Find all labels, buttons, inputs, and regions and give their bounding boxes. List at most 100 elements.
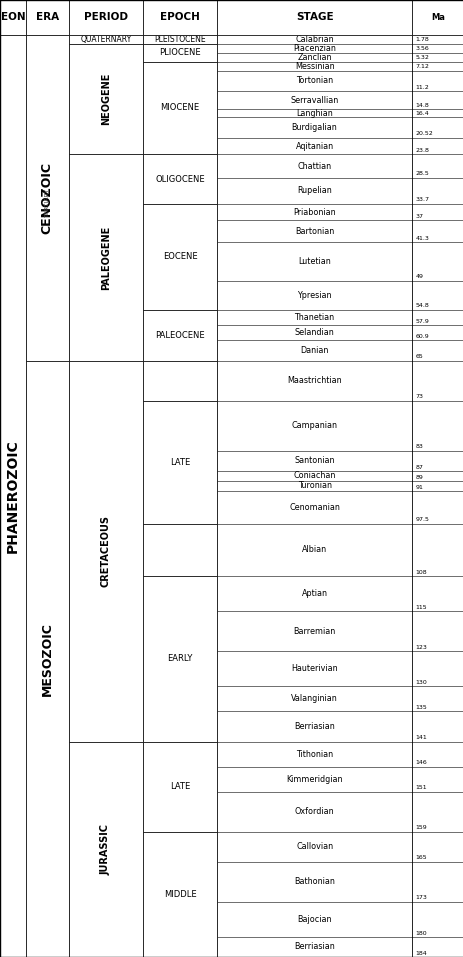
Bar (143, 0, 217, 35)
Text: Lutetian: Lutetian (298, 256, 330, 266)
Text: 73: 73 (415, 394, 423, 399)
Text: EARLY: EARLY (167, 655, 192, 663)
Text: TERTIARY: TERTIARY (45, 188, 50, 217)
Text: QUATERNARY: QUATERNARY (80, 35, 131, 44)
Text: MIOCENE: MIOCENE (160, 103, 199, 113)
Bar (143, 742, 217, 832)
Text: Callovian: Callovian (295, 842, 332, 852)
Text: Valanginian: Valanginian (291, 695, 337, 703)
Text: Ypresian: Ypresian (297, 291, 331, 300)
Text: Maastrichtian: Maastrichtian (287, 376, 341, 386)
Text: 184: 184 (415, 950, 426, 955)
Text: 165: 165 (415, 856, 426, 860)
Text: 91: 91 (415, 484, 423, 490)
Text: 141: 141 (415, 735, 426, 740)
Text: Turonian: Turonian (297, 481, 331, 491)
Bar (69, 0, 143, 35)
Text: 1.78: 1.78 (415, 37, 429, 42)
Text: Hauterivian: Hauterivian (291, 664, 337, 674)
Text: PALEOCENE: PALEOCENE (155, 331, 204, 340)
Text: LATE: LATE (169, 782, 190, 791)
Text: Berriasian: Berriasian (294, 722, 334, 731)
Text: 97.5: 97.5 (415, 517, 429, 523)
Text: 33.7: 33.7 (415, 197, 429, 203)
Text: 3.56: 3.56 (415, 46, 429, 52)
Bar (143, 401, 217, 523)
Text: JURASSIC: JURASSIC (100, 824, 111, 875)
Text: 87: 87 (415, 464, 423, 470)
Bar (143, 44, 217, 61)
Text: 146: 146 (415, 760, 426, 766)
Text: 60.9: 60.9 (415, 334, 429, 339)
Bar (69, 44, 143, 154)
Text: 14.8: 14.8 (415, 102, 429, 108)
Text: Rupelian: Rupelian (297, 187, 331, 195)
Bar (69, 742, 143, 957)
Text: 151: 151 (415, 785, 426, 790)
Text: 57.9: 57.9 (415, 319, 429, 323)
Text: 115: 115 (415, 605, 426, 610)
Text: Chattian: Chattian (297, 162, 331, 170)
Text: 65: 65 (415, 354, 423, 359)
Bar (143, 832, 217, 957)
Text: Danian: Danian (300, 345, 328, 355)
Text: 11.2: 11.2 (415, 84, 429, 90)
Text: Bathonian: Bathonian (294, 878, 334, 886)
Text: Burdigalian: Burdigalian (291, 123, 337, 132)
Text: Aptian: Aptian (301, 590, 327, 598)
Bar (26, 35, 69, 361)
Bar (143, 204, 217, 310)
Text: LATE: LATE (169, 457, 190, 467)
Text: CENOZOIC: CENOZOIC (41, 162, 54, 234)
Text: Piacenzian: Piacenzian (293, 44, 335, 53)
Text: 41.3: 41.3 (415, 235, 429, 240)
Bar (411, 0, 463, 35)
Text: Berriasian: Berriasian (294, 943, 334, 951)
Bar (143, 310, 217, 361)
Text: NEOGENE: NEOGENE (100, 73, 111, 125)
Text: Cenomanian: Cenomanian (288, 502, 339, 512)
Text: OLIGOCENE: OLIGOCENE (155, 174, 204, 184)
Text: 173: 173 (415, 896, 427, 901)
Text: Selandian: Selandian (294, 328, 334, 337)
Bar (143, 154, 217, 204)
Text: 108: 108 (415, 569, 426, 575)
Text: 54.8: 54.8 (415, 303, 429, 308)
Text: EPOCH: EPOCH (160, 12, 200, 23)
Text: Bajocian: Bajocian (297, 915, 331, 924)
Text: 130: 130 (415, 680, 426, 685)
Text: 159: 159 (415, 825, 426, 831)
Text: Calabrian: Calabrian (294, 35, 333, 44)
Text: PHANEROZOIC: PHANEROZOIC (6, 439, 20, 553)
Text: 83: 83 (415, 444, 423, 450)
Bar (143, 523, 217, 576)
Text: 37: 37 (415, 214, 423, 219)
Text: Tithonian: Tithonian (295, 749, 332, 759)
Text: 5.32: 5.32 (415, 56, 429, 60)
Text: 20.52: 20.52 (415, 131, 432, 137)
Bar (26, 0, 69, 35)
Text: MESOZOIC: MESOZOIC (41, 622, 54, 696)
Text: Kimmeridgian: Kimmeridgian (286, 774, 342, 784)
Text: Coniachan: Coniachan (293, 472, 335, 480)
Text: Albian: Albian (301, 545, 326, 554)
Text: Santonian: Santonian (294, 456, 334, 465)
Text: Thanetian: Thanetian (294, 313, 334, 322)
Text: 23.8: 23.8 (415, 147, 429, 153)
Text: Campanian: Campanian (291, 421, 337, 431)
Text: Serravallian: Serravallian (290, 96, 338, 104)
Bar (0, 35, 26, 957)
Text: MIDDLE: MIDDLE (163, 890, 196, 899)
Text: 123: 123 (415, 645, 427, 650)
Bar (143, 361, 217, 401)
Text: Zanclian: Zanclian (297, 53, 331, 62)
Text: Langhian: Langhian (295, 109, 332, 118)
Bar (143, 61, 217, 154)
Text: Oxfordian: Oxfordian (294, 807, 334, 816)
Text: 16.4: 16.4 (415, 111, 429, 116)
Text: Messinian: Messinian (294, 61, 334, 71)
Text: ERA: ERA (36, 12, 59, 23)
Bar (217, 0, 411, 35)
Text: 135: 135 (415, 705, 426, 710)
Text: PLEISTOCENE: PLEISTOCENE (154, 35, 206, 44)
